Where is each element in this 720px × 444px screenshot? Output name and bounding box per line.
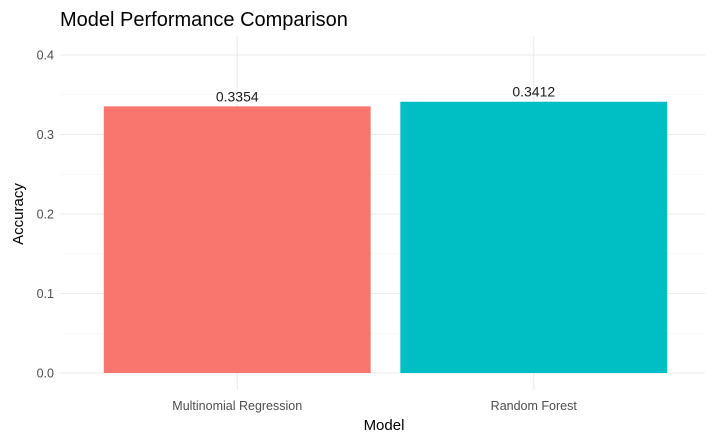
x-axis-ticks: Multinomial Regression Random Forest <box>172 399 577 413</box>
y-axis-ticks: 0.0 0.1 0.2 0.3 0.4 <box>37 49 54 381</box>
y-axis-title: Accuracy <box>10 183 27 245</box>
x-tick-label: Random Forest <box>491 399 578 413</box>
bar-value-label: 0.3412 <box>512 84 555 100</box>
y-tick-label: 0.3 <box>37 128 54 142</box>
y-tick-label: 0.4 <box>37 49 54 63</box>
y-tick-label: 0.1 <box>37 287 54 301</box>
bar <box>400 101 668 373</box>
bar <box>103 106 371 374</box>
y-tick-label: 0.0 <box>37 367 54 381</box>
bars <box>103 101 668 374</box>
bar-value-label: 0.3354 <box>216 88 259 104</box>
chart-title: Model Performance Comparison <box>60 9 348 31</box>
x-axis-title: Model <box>364 417 405 434</box>
y-tick-label: 0.2 <box>37 208 54 222</box>
data-labels: 0.3354 0.3412 <box>216 84 556 105</box>
x-tick-label: Multinomial Regression <box>172 399 302 413</box>
